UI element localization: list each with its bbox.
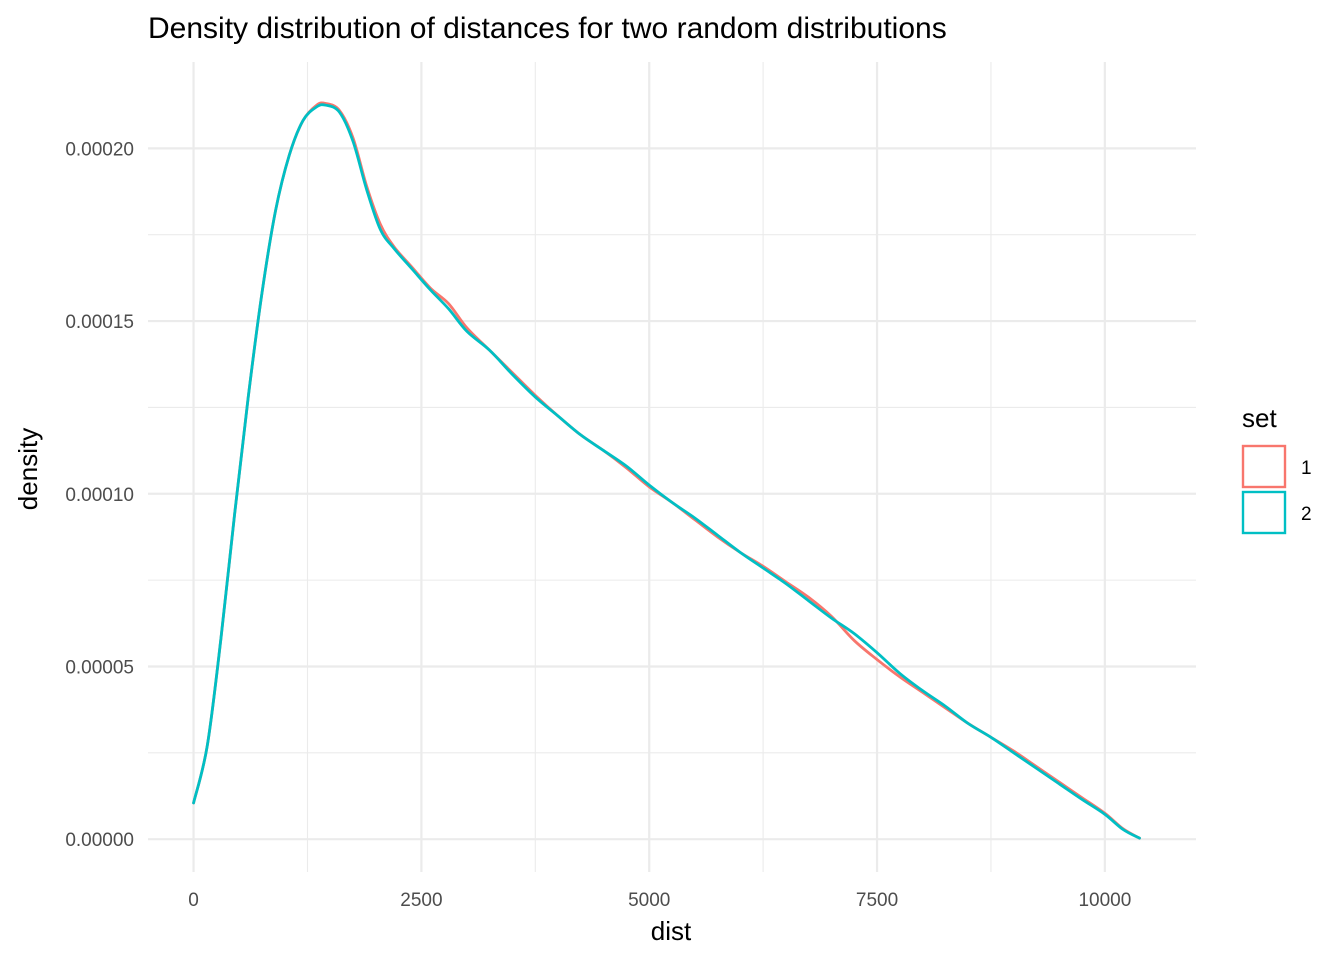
x-axis-title: dist	[651, 916, 692, 946]
series-1-line	[192, 101, 1141, 840]
y-axis-ticks: 0.00000 0.00005 0.00010 0.00015 0.00020	[65, 139, 134, 851]
x-tick-label: 5000	[628, 890, 670, 911]
y-axis-title: density	[13, 428, 43, 510]
series-lines	[192, 101, 1141, 840]
x-tick-label: 7500	[856, 890, 898, 911]
x-axis-ticks: 0 2500 5000 7500 10000	[188, 890, 1131, 911]
y-tick-label: 0.00010	[65, 485, 134, 506]
y-tick-label: 0.00005	[65, 657, 134, 678]
legend: set 1 2	[1241, 403, 1312, 535]
x-tick-label: 2500	[400, 890, 442, 911]
series-2-line	[192, 103, 1141, 840]
y-tick-label: 0.00000	[65, 830, 134, 851]
x-tick-label: 10000	[1078, 890, 1131, 911]
legend-key-1	[1241, 444, 1287, 489]
y-tick-label: 0.00020	[65, 139, 134, 160]
legend-key-2	[1241, 490, 1287, 535]
y-tick-label: 0.00015	[65, 312, 134, 333]
legend-label-2: 2	[1301, 504, 1312, 525]
legend-label-1: 1	[1301, 458, 1312, 479]
x-tick-label: 0	[188, 890, 199, 911]
grid	[148, 62, 1196, 872]
legend-title: set	[1242, 403, 1277, 433]
chart-title: Density distribution of distances for tw…	[148, 12, 947, 45]
